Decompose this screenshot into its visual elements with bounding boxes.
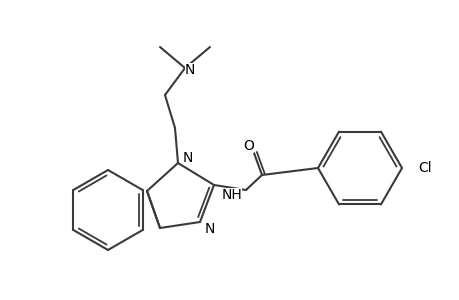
Text: N: N (182, 151, 193, 165)
Text: N: N (185, 63, 195, 77)
Text: NH: NH (221, 188, 242, 202)
Text: O: O (243, 139, 254, 153)
Text: Cl: Cl (417, 161, 431, 175)
Text: N: N (204, 222, 215, 236)
